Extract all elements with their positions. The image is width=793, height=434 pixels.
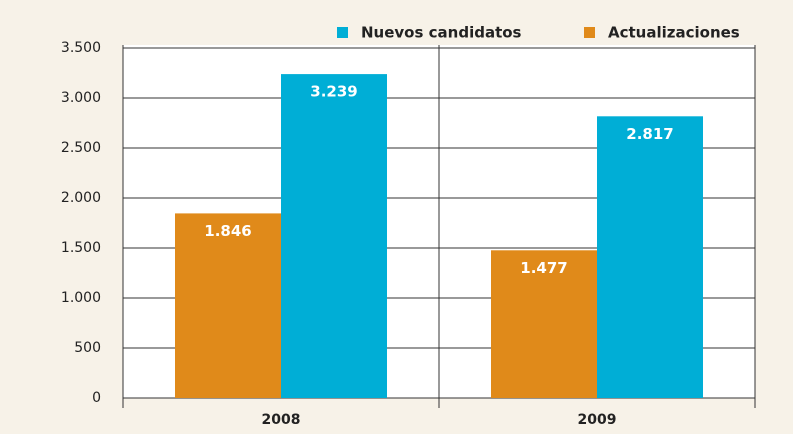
y-tick-label: 0 <box>92 390 101 406</box>
value-label: 1.846 <box>204 222 251 240</box>
y-tick-label: 1.000 <box>61 290 101 306</box>
y-tick-label: 500 <box>74 340 101 356</box>
bar <box>281 74 387 398</box>
y-tick-label: 1.500 <box>61 240 101 256</box>
legend-swatch <box>337 27 348 38</box>
legend-label: Nuevos candidatos <box>361 24 522 42</box>
y-tick-label: 2.500 <box>61 140 101 156</box>
bar <box>175 213 281 398</box>
value-label: 1.477 <box>520 259 567 277</box>
bar <box>597 116 703 399</box>
y-tick-label: 3.000 <box>61 90 101 106</box>
legend-swatch <box>584 27 595 38</box>
value-label: 2.817 <box>626 125 673 143</box>
value-label: 3.239 <box>310 83 357 101</box>
y-tick-label: 2.000 <box>61 190 101 206</box>
legend-label: Actualizaciones <box>608 24 740 42</box>
x-tick-label: 2009 <box>578 412 617 428</box>
x-tick-label: 2008 <box>262 412 301 428</box>
y-tick-label: 3.500 <box>61 40 101 56</box>
bar <box>491 250 597 398</box>
